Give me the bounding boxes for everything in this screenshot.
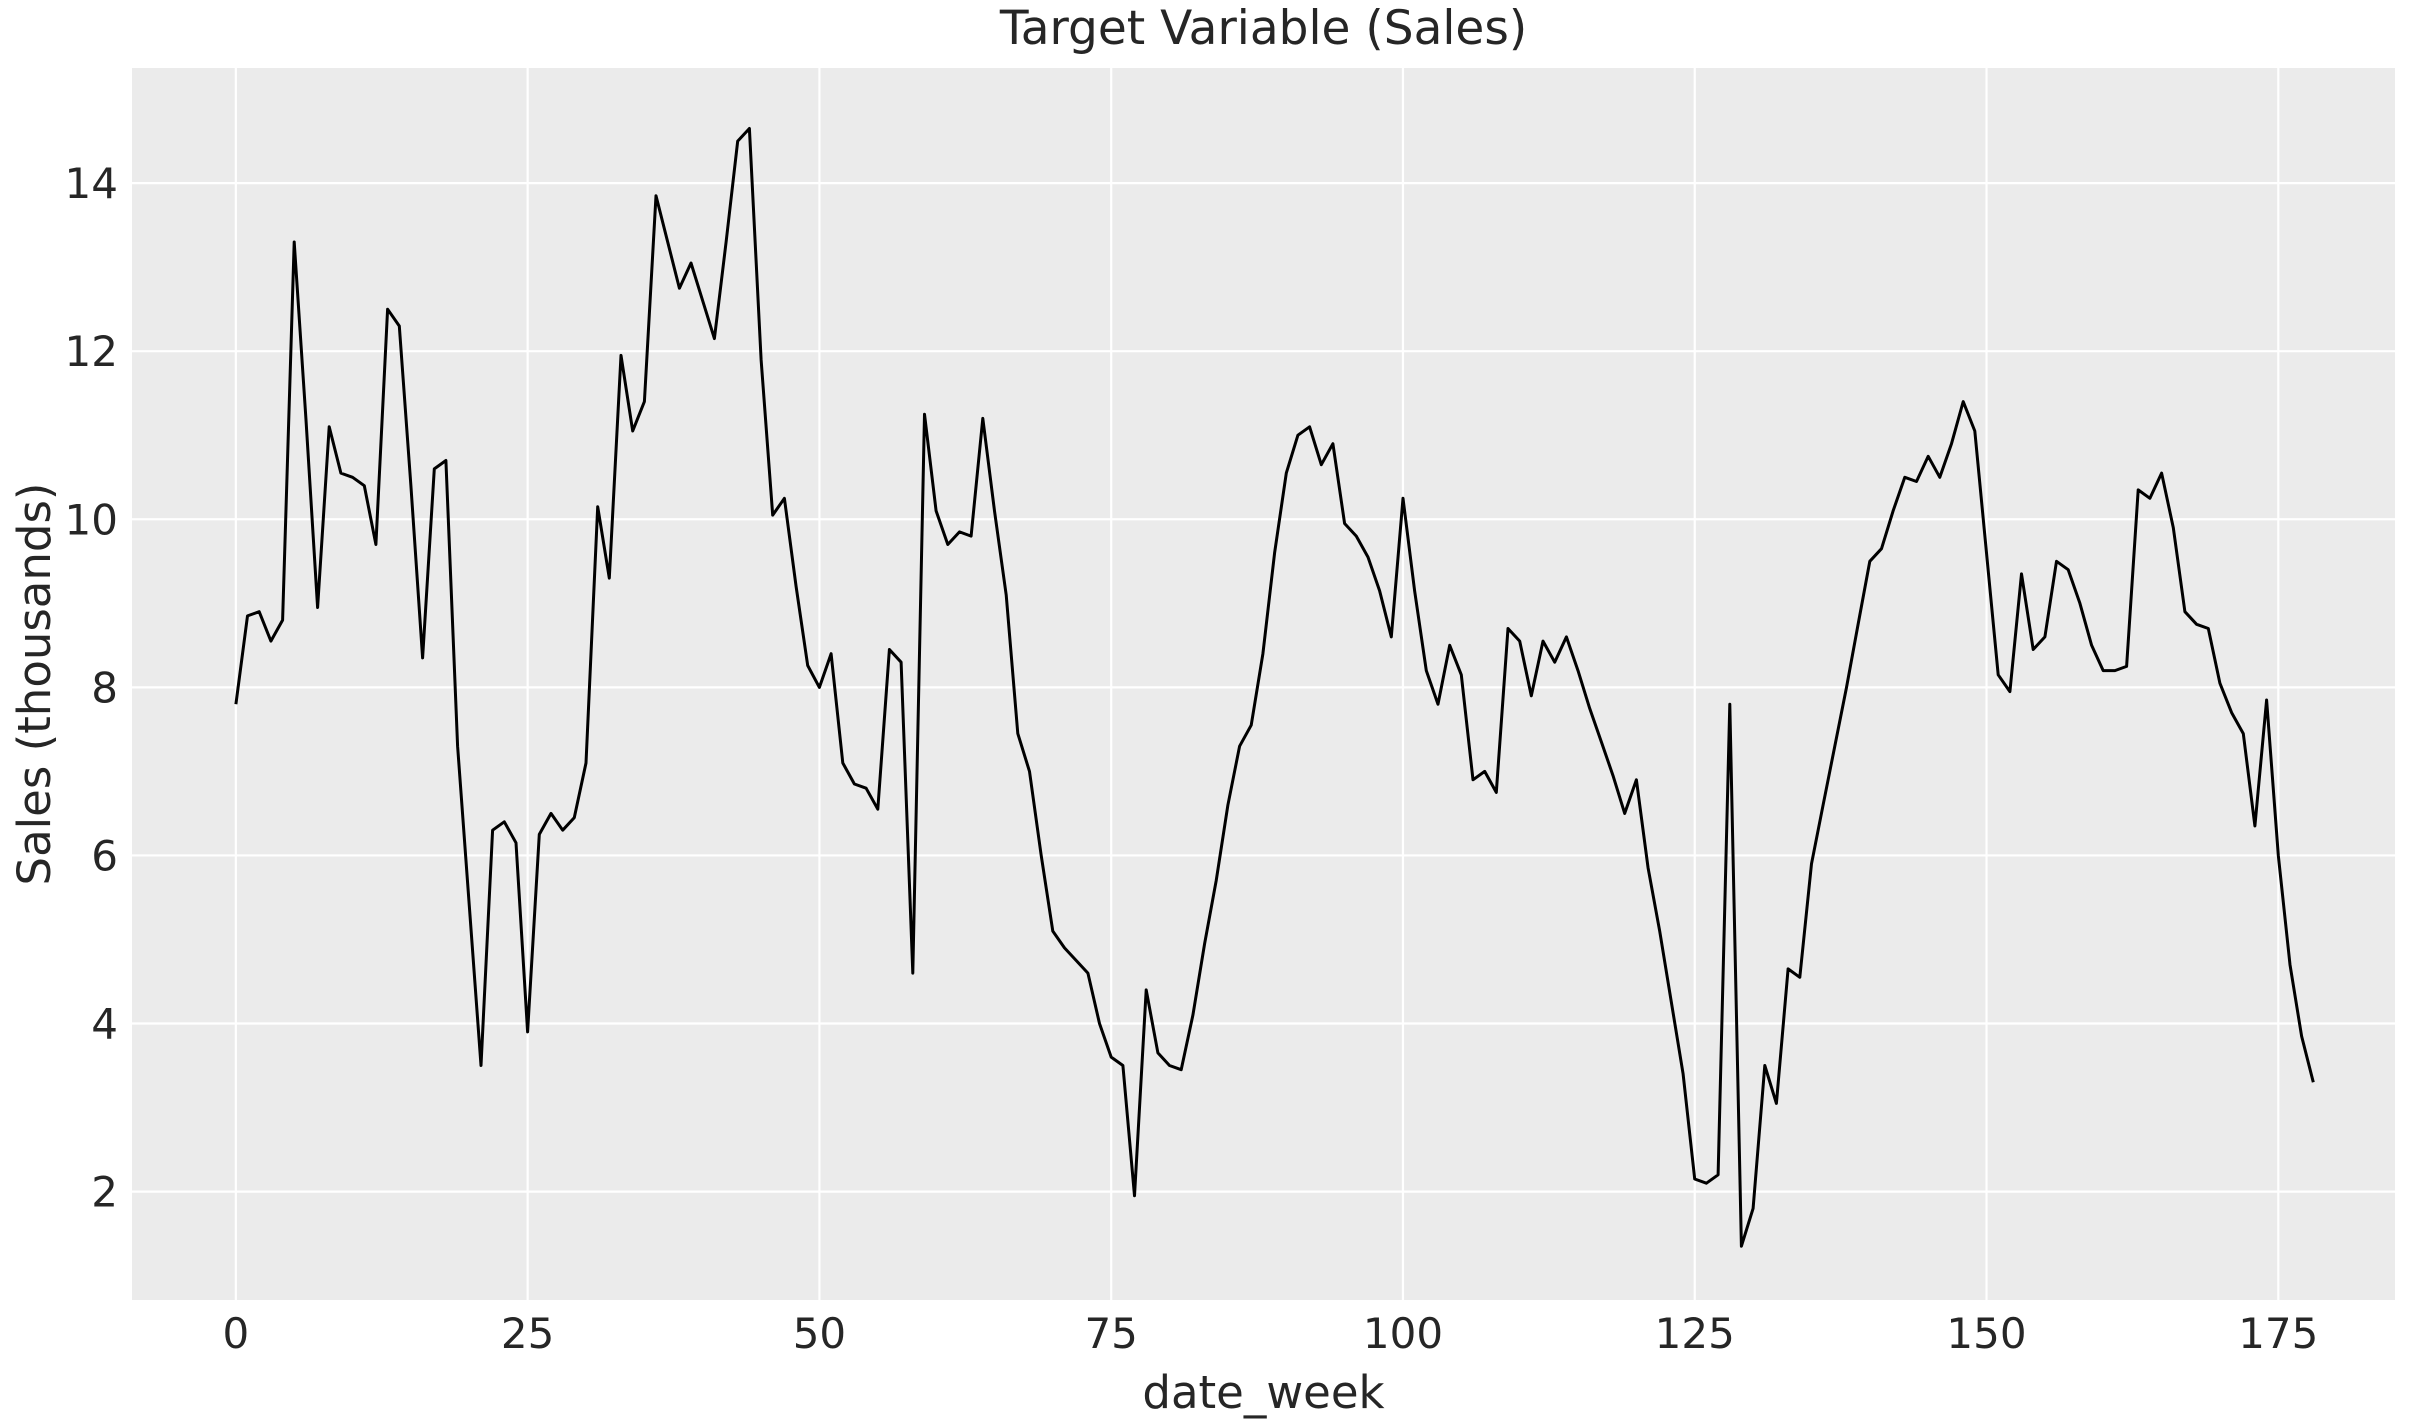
- y-tick-labels: 2 4 6 8 10 12 14: [65, 159, 118, 1216]
- y-tick-label: 2: [91, 1168, 118, 1217]
- x-tick-label: 0: [223, 1309, 250, 1358]
- series-line-sales: [234, 127, 2315, 1248]
- y-tick-label: 10: [65, 495, 118, 544]
- y-tick-label: 4: [91, 1000, 118, 1049]
- y-tick-label: 8: [91, 663, 118, 712]
- x-axis-label: date_week: [1142, 1366, 1384, 1419]
- series-lines: [234, 127, 2315, 1248]
- x-tick-label: 100: [1363, 1309, 1443, 1358]
- chart-title: Target Variable (Sales): [999, 1, 1527, 56]
- x-tick-label: 25: [501, 1309, 554, 1358]
- y-tick-label: 6: [91, 831, 118, 880]
- y-tick-label: 12: [65, 327, 118, 376]
- axes-panel: [132, 68, 2395, 1300]
- y-axis-label: Sales (thousands): [8, 483, 61, 886]
- x-tick-label: 150: [1946, 1309, 2026, 1358]
- gridlines: [132, 68, 2395, 1300]
- x-tick-labels: 0 25 50 75 100 125 150 175: [223, 1309, 2319, 1358]
- x-tick-label: 175: [2238, 1309, 2318, 1358]
- x-tick-label: 50: [793, 1309, 846, 1358]
- y-tick-label: 14: [65, 159, 118, 208]
- x-tick-label: 75: [1084, 1309, 1137, 1358]
- x-tick-label: 125: [1655, 1309, 1735, 1358]
